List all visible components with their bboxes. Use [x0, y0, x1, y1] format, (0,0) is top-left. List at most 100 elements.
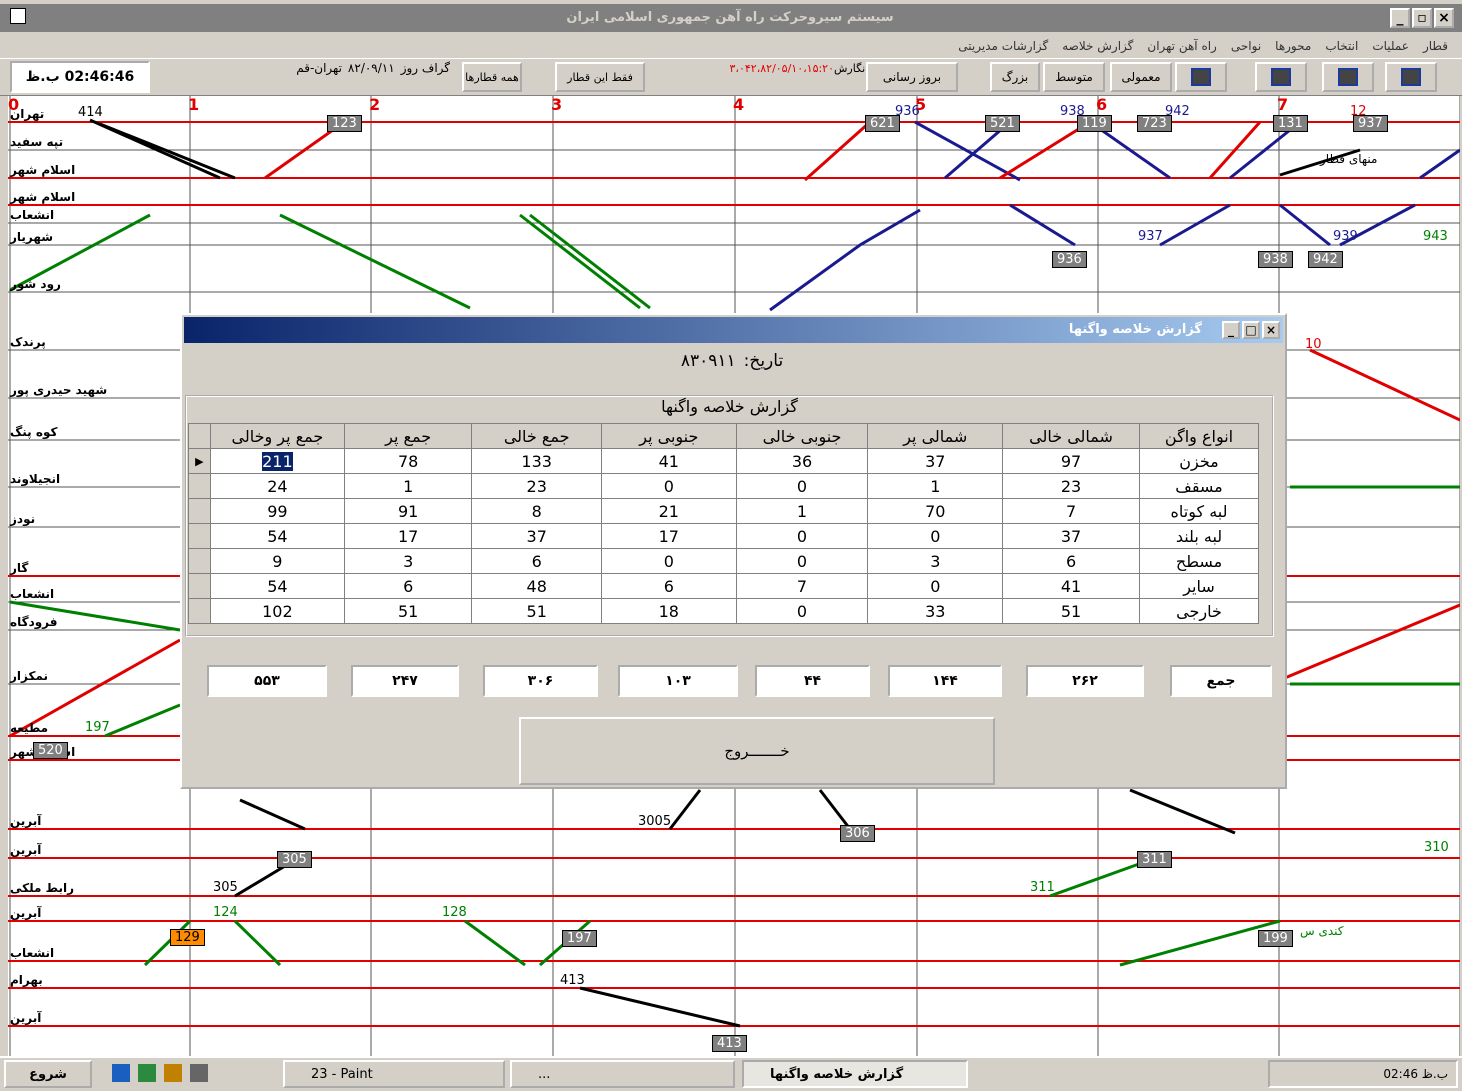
table-cell[interactable]: 17 — [343, 523, 473, 549]
menu-item[interactable]: گزارشات مدیریتی — [958, 39, 1049, 53]
row-label[interactable]: مسطح — [1139, 548, 1259, 574]
table-cell[interactable]: 6 — [343, 573, 473, 599]
table-cell[interactable]: 6 — [1002, 548, 1141, 574]
table-cell[interactable]: 41 — [601, 448, 737, 474]
table-cell[interactable]: 18 — [601, 598, 737, 624]
tool-icon-button[interactable] — [1175, 62, 1227, 92]
table-cell[interactable]: 70 — [867, 498, 1004, 524]
table-cell[interactable]: 23 — [1002, 473, 1141, 499]
station-label: فرودگاه — [10, 615, 58, 629]
this-train-button[interactable]: فقط این قطار — [555, 62, 645, 92]
tool-icon — [1401, 68, 1421, 86]
row-label[interactable]: لبه بلند — [1139, 523, 1259, 549]
table-cell[interactable]: 0 — [735, 598, 869, 624]
quick-launch-icon[interactable] — [190, 1064, 208, 1082]
dialog-control[interactable]: × — [1262, 321, 1280, 339]
table-cell[interactable]: 8 — [471, 498, 603, 524]
table-cell[interactable]: 78 — [343, 448, 473, 474]
task-button[interactable]: 23 - Paint — [283, 1060, 505, 1088]
quick-launch-icon[interactable] — [138, 1064, 156, 1082]
table-cell[interactable]: 24 — [209, 473, 345, 499]
cell-value: مسطح — [1175, 551, 1223, 571]
exit-button[interactable]: خـــــــروج — [519, 717, 995, 785]
quick-launch-icon[interactable] — [112, 1064, 130, 1082]
table-cell[interactable]: 99 — [209, 498, 345, 524]
table-cell[interactable]: 0 — [867, 573, 1004, 599]
table-cell[interactable]: 23 — [471, 473, 603, 499]
table-cell[interactable]: 3 — [867, 548, 1004, 574]
table-cell[interactable]: 0 — [601, 473, 737, 499]
medium-button[interactable]: متوسط — [1043, 62, 1105, 92]
normal-button[interactable]: معمولی — [1110, 62, 1172, 92]
table-cell[interactable]: 1 — [867, 473, 1004, 499]
table-cell[interactable]: 33 — [867, 598, 1004, 624]
table-cell[interactable]: 21 — [601, 498, 737, 524]
table-cell[interactable]: 48 — [471, 573, 603, 599]
table-cell[interactable]: 7 — [1002, 498, 1141, 524]
table-cell[interactable]: 91 — [343, 498, 473, 524]
tool-icon-button[interactable] — [1322, 62, 1374, 92]
window-control[interactable]: ▫ — [1412, 8, 1432, 28]
table-cell[interactable]: 51 — [471, 598, 603, 624]
window-control[interactable]: _ — [1390, 8, 1410, 28]
table-cell[interactable]: 54 — [209, 523, 345, 549]
cell-value: 1 — [930, 476, 941, 496]
window-control[interactable]: × — [1434, 8, 1454, 28]
table-cell[interactable]: 133 — [471, 448, 603, 474]
table-cell[interactable]: 37 — [471, 523, 603, 549]
table-cell[interactable]: 36 — [735, 448, 869, 474]
table-cell[interactable]: 51 — [1002, 598, 1141, 624]
table-cell[interactable]: 9 — [209, 548, 345, 574]
table-cell[interactable]: 17 — [601, 523, 737, 549]
table-cell[interactable]: 0 — [735, 523, 869, 549]
train-number: 311 — [1137, 851, 1172, 868]
table-cell[interactable]: 102 — [209, 598, 345, 624]
table-cell[interactable]: 6 — [471, 548, 603, 574]
table-row: مسقف 23 1 0 0 23 1 24 — [188, 473, 1259, 499]
table-cell[interactable]: 0 — [735, 548, 869, 574]
row-label[interactable]: لبه کوتاه — [1139, 498, 1259, 524]
row-label[interactable]: سایر — [1139, 573, 1259, 599]
quick-launch-icon[interactable] — [164, 1064, 182, 1082]
refresh-button[interactable]: بروز رسانی — [866, 62, 958, 92]
task-button[interactable]: ... — [510, 1060, 735, 1088]
table-cell[interactable]: 1 — [343, 473, 473, 499]
table-cell[interactable]: 37 — [1002, 523, 1141, 549]
column-header: جنوبی پر — [601, 423, 737, 449]
table-cell[interactable]: 211 — [209, 448, 345, 474]
table-cell[interactable]: 37 — [867, 448, 1004, 474]
train-number: 942 — [1165, 104, 1190, 119]
row-label[interactable]: مخزن — [1139, 448, 1259, 474]
table-cell[interactable]: 51 — [343, 598, 473, 624]
table-cell[interactable]: 0 — [735, 473, 869, 499]
dialog-control[interactable]: □ — [1242, 321, 1260, 339]
tool-icon-button[interactable] — [1255, 62, 1307, 92]
all-trains-button[interactable]: همه قطارها — [462, 62, 522, 92]
table-cell[interactable]: 0 — [601, 548, 737, 574]
table-cell[interactable]: 3 — [343, 548, 473, 574]
table-cell[interactable]: 54 — [209, 573, 345, 599]
start-button[interactable]: شروع — [4, 1060, 92, 1088]
dialog-control[interactable]: _ — [1222, 321, 1240, 339]
menu-item[interactable]: عملیات — [1372, 39, 1409, 53]
table-cell[interactable]: 97 — [1002, 448, 1141, 474]
table-cell[interactable]: 6 — [601, 573, 737, 599]
menu-item[interactable]: گزارش خلاصه — [1062, 39, 1134, 53]
large-button[interactable]: بزرگ — [990, 62, 1040, 92]
table-cell[interactable]: 7 — [735, 573, 869, 599]
cell-value: 70 — [925, 501, 946, 521]
menu-item[interactable]: راه آهن تهران — [1147, 39, 1217, 53]
table-row: سایر 41 0 7 6 48 6 54 — [188, 573, 1259, 599]
menu-item[interactable]: قطار — [1422, 39, 1448, 53]
table-cell[interactable]: 1 — [735, 498, 869, 524]
tool-icon-button[interactable] — [1385, 62, 1437, 92]
menu-item[interactable]: نواحی — [1230, 39, 1262, 53]
task-button[interactable]: گزارش خلاصه واگنها — [742, 1060, 968, 1088]
table-cell[interactable]: 41 — [1002, 573, 1141, 599]
cell-value: مسقف — [1175, 476, 1223, 496]
row-label[interactable]: خارجی — [1139, 598, 1259, 624]
row-label[interactable]: مسقف — [1139, 473, 1259, 499]
menu-item[interactable]: انتخاب — [1325, 39, 1359, 53]
menu-item[interactable]: محورها — [1275, 39, 1312, 53]
table-cell[interactable]: 0 — [867, 523, 1004, 549]
